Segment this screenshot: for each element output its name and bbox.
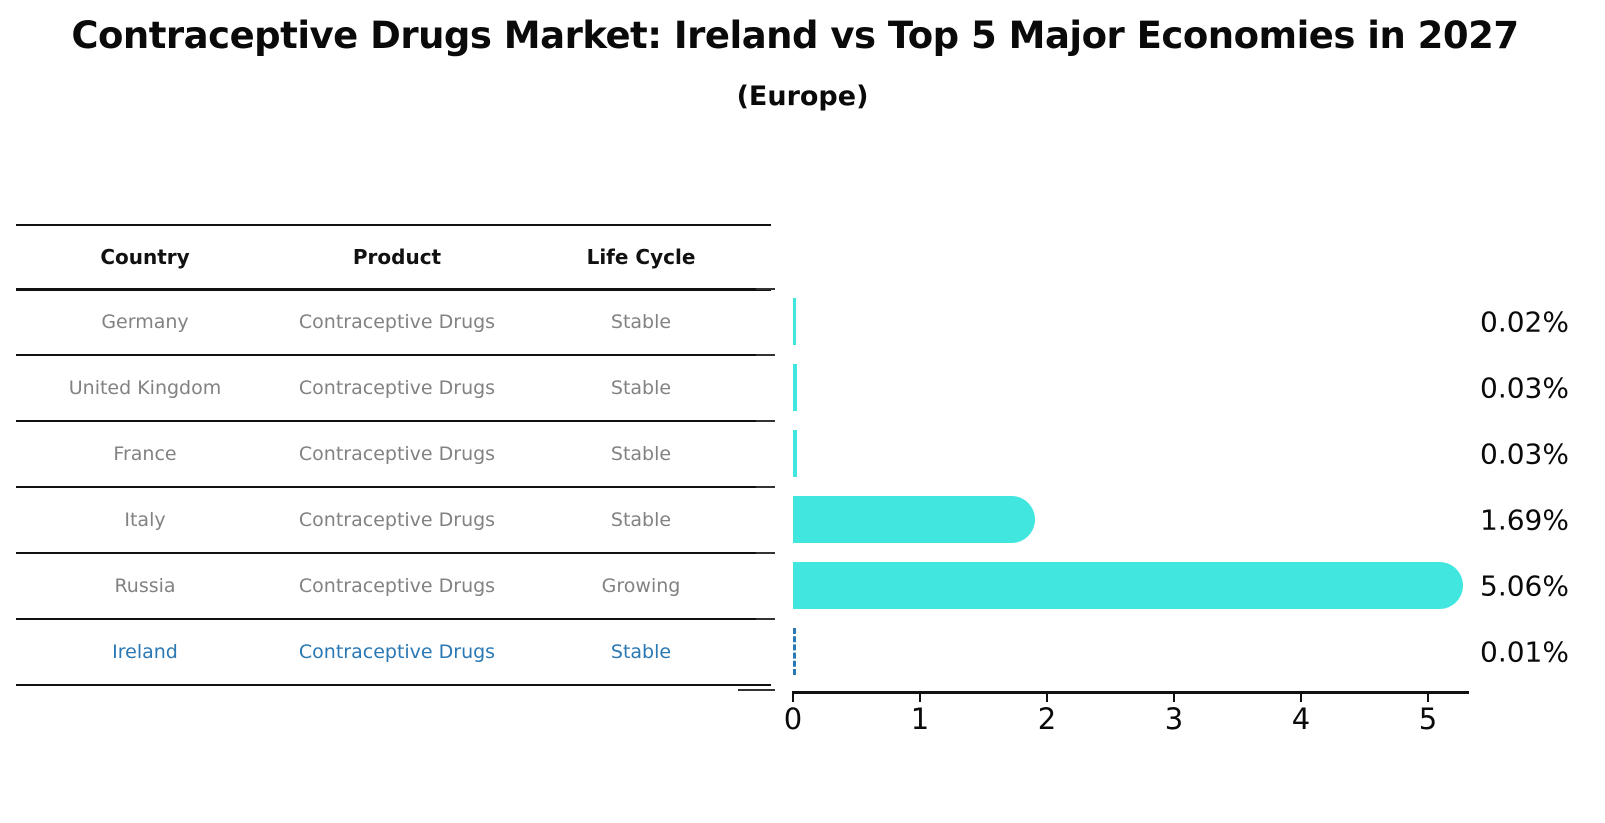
x-tick-label: 0 (783, 702, 803, 736)
x-tick-label: 1 (910, 702, 930, 736)
value-label: 5.06% (1480, 569, 1569, 603)
column-header-life-cycle: Life Cycle (586, 245, 696, 269)
row-divider (16, 354, 771, 356)
value-label: 0.01% (1480, 635, 1569, 669)
table-header-rule (16, 288, 771, 291)
value-label: 0.02% (1480, 305, 1569, 339)
table-top-rule (16, 224, 771, 226)
chart-subtitle: (Europe) (736, 81, 869, 112)
table-cell-country: Germany (101, 311, 189, 333)
table-cell-product: Contraceptive Drugs (298, 575, 496, 597)
bar-russia (793, 562, 1463, 609)
table-cell-country: Russia (114, 575, 176, 597)
x-tick-label: 4 (1291, 702, 1311, 736)
y-axis-tick (756, 552, 775, 554)
bar-germany (793, 298, 796, 345)
table-cell-product: Contraceptive Drugs (298, 509, 496, 531)
x-tick-label: 5 (1418, 702, 1438, 736)
x-axis-line (792, 691, 1469, 694)
value-label: 0.03% (1480, 371, 1569, 405)
table-cell-life-cycle: Growing (601, 575, 681, 597)
x-tick-label: 2 (1037, 702, 1057, 736)
table-cell-life-cycle: Stable (610, 311, 672, 333)
value-label: 1.69% (1480, 503, 1569, 537)
x-axis-tick (1046, 693, 1048, 702)
x-axis-tick (1300, 693, 1302, 702)
table-bottom-rule (16, 684, 771, 686)
column-header-product: Product (352, 245, 442, 269)
row-divider (16, 618, 771, 620)
table-cell-country-highlight: Ireland (112, 641, 178, 663)
x-axis-tick (1173, 693, 1175, 702)
table-cell-product: Contraceptive Drugs (298, 311, 496, 333)
y-axis-tick (756, 618, 775, 620)
table-cell-product: Contraceptive Drugs (298, 377, 496, 399)
y-axis-tick (756, 486, 775, 488)
row-divider (16, 486, 771, 488)
table-cell-life-cycle: Stable (610, 443, 672, 465)
y-axis-tick (738, 689, 775, 691)
row-divider (16, 420, 771, 422)
column-header-country: Country (100, 245, 190, 269)
row-divider (16, 552, 771, 554)
bar-italy (793, 496, 1035, 543)
x-axis-tick (1427, 693, 1429, 702)
y-axis-tick (756, 420, 775, 422)
table-cell-country: United Kingdom (68, 377, 222, 399)
x-tick-label: 3 (1164, 702, 1184, 736)
table-cell-product: Contraceptive Drugs (298, 443, 496, 465)
y-axis-tick (756, 288, 775, 290)
bar-united-kingdom (793, 364, 797, 411)
chart-title: Contraceptive Drugs Market: Ireland vs T… (71, 14, 1519, 57)
table-cell-life-cycle: Stable (610, 509, 672, 531)
table-cell-country: Italy (124, 509, 166, 531)
bar-ireland-dashed (793, 628, 796, 675)
x-axis-tick (919, 693, 921, 702)
table-cell-life-cycle: Stable (610, 377, 672, 399)
x-axis-tick (792, 693, 794, 702)
table-cell-product-highlight: Contraceptive Drugs (298, 641, 496, 663)
bar-france (793, 430, 797, 477)
y-axis-tick (756, 354, 775, 356)
table-cell-life-cycle-highlight: Stable (610, 641, 672, 663)
table-cell-country: France (113, 443, 177, 465)
value-label: 0.03% (1480, 437, 1569, 471)
